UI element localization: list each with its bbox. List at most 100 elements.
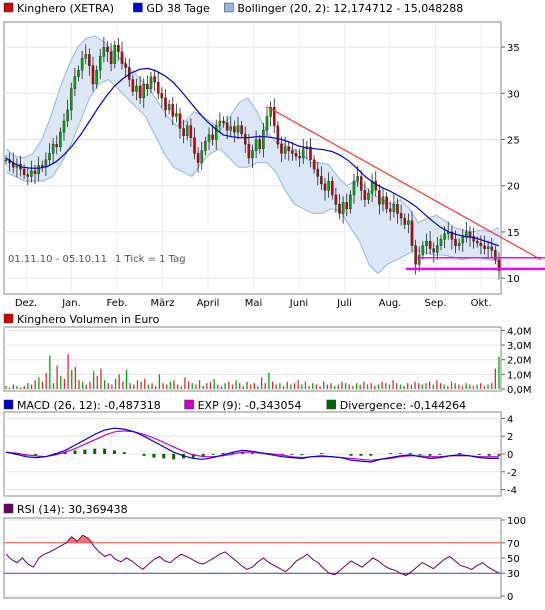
month-label: Juni xyxy=(289,298,308,309)
legend-swatch xyxy=(3,313,14,324)
candle-body xyxy=(117,45,120,52)
candle-body xyxy=(109,51,113,64)
candle-body xyxy=(193,137,196,154)
date-range-label: 01.11.10 - 05.10.11 xyxy=(8,254,107,265)
candle-body xyxy=(272,106,276,126)
macd-line xyxy=(5,427,499,463)
candle-body xyxy=(291,150,294,154)
candle-body xyxy=(490,246,494,251)
legend-swatch xyxy=(3,503,14,514)
candle-body xyxy=(178,113,182,129)
candle-body xyxy=(160,93,164,99)
legend-swatch xyxy=(133,2,143,13)
candle-body xyxy=(37,165,40,174)
candle-body xyxy=(425,240,428,246)
candle-body xyxy=(301,148,305,159)
month-label: Juli xyxy=(336,298,352,309)
candle-body xyxy=(454,239,457,246)
resistance-trendline xyxy=(267,106,542,261)
candle-body xyxy=(131,79,135,92)
candle-body xyxy=(421,245,425,256)
candle-body xyxy=(48,153,51,161)
candle-body xyxy=(113,45,117,64)
macd-legend: MACD (26, 12): -0,487318 EXP (9): -0,3430… xyxy=(3,399,466,412)
candle-body xyxy=(385,196,388,210)
candle-body xyxy=(494,250,497,260)
legend-label: MACD (26, 12): -0,487318 xyxy=(17,399,161,412)
candle-body xyxy=(450,231,454,240)
candle-body xyxy=(276,125,280,145)
candle-body xyxy=(309,146,312,161)
candle-body xyxy=(69,88,73,111)
candle-body xyxy=(280,143,283,154)
volume-y-axis: 4,0M 3,0M 2,0M 1,0M 0,0M xyxy=(501,326,532,396)
volume-panel-frame xyxy=(3,326,502,392)
candle-body xyxy=(439,239,443,246)
candle-body xyxy=(262,130,265,149)
candle-body xyxy=(396,204,399,214)
candle-body xyxy=(240,125,243,135)
candle-body xyxy=(171,104,175,117)
candle-body xyxy=(66,109,69,122)
month-label: Jan. xyxy=(61,298,81,309)
candle-body xyxy=(200,150,204,163)
candle-body xyxy=(472,236,475,242)
volume-legend: Kinghero Volumen in Euro xyxy=(3,313,160,326)
candle-body xyxy=(196,153,200,163)
candle-body xyxy=(124,63,127,68)
y-tick-label: 30 xyxy=(507,89,520,100)
candle-body xyxy=(432,248,436,253)
candle-body xyxy=(30,170,33,177)
legend-label: Kinghero Volumen in Euro xyxy=(17,313,160,326)
legend-swatch xyxy=(3,2,14,13)
candle-body xyxy=(417,254,421,265)
candle-body xyxy=(146,83,149,89)
candle-body xyxy=(211,134,214,140)
candle-body xyxy=(483,245,486,249)
y-tick-label: -4 xyxy=(507,486,517,497)
legend-swatch xyxy=(184,399,194,410)
candle-body xyxy=(407,220,410,225)
candle-body xyxy=(207,134,211,142)
y-tick-label: 4,0M xyxy=(507,326,532,337)
candle-body xyxy=(182,128,185,137)
candle-body xyxy=(283,146,287,154)
candle-body xyxy=(312,159,316,170)
candle-body xyxy=(189,125,193,138)
candle-body xyxy=(167,104,171,111)
tick-note-label: 1 Tick = 1 Tag xyxy=(115,254,186,265)
candle-body xyxy=(95,70,98,85)
candle-body xyxy=(497,259,501,271)
y-tick-label: 0 xyxy=(507,592,513,603)
candle-body xyxy=(80,57,84,71)
macd-grid xyxy=(4,417,501,491)
candle-body xyxy=(341,202,345,214)
candle-body xyxy=(316,168,320,177)
candle-body xyxy=(443,233,446,240)
candle-body xyxy=(475,240,479,244)
y-tick-label: 10 xyxy=(507,274,520,285)
candle-body xyxy=(106,46,109,52)
legend-swatch xyxy=(326,399,337,410)
candle-body xyxy=(62,120,66,133)
candle-body xyxy=(120,51,124,64)
candle-body xyxy=(222,120,225,124)
legend-swatch xyxy=(3,399,14,410)
candle-body xyxy=(363,190,367,200)
candle-body xyxy=(345,202,349,210)
candle-body xyxy=(142,83,146,99)
candle-body xyxy=(175,113,178,117)
candle-body xyxy=(479,242,483,246)
candle-body xyxy=(73,76,77,89)
month-label: März xyxy=(150,298,174,309)
y-tick-label: 100 xyxy=(507,516,526,527)
candle-body xyxy=(135,85,138,92)
y-tick-label: -2 xyxy=(507,468,517,479)
y-tick-label: 20 xyxy=(507,182,520,193)
price-plot xyxy=(4,35,545,280)
candle-body xyxy=(26,174,30,177)
month-label: Aug. xyxy=(379,298,402,309)
legend-label: GD 38 Tage xyxy=(146,2,210,15)
